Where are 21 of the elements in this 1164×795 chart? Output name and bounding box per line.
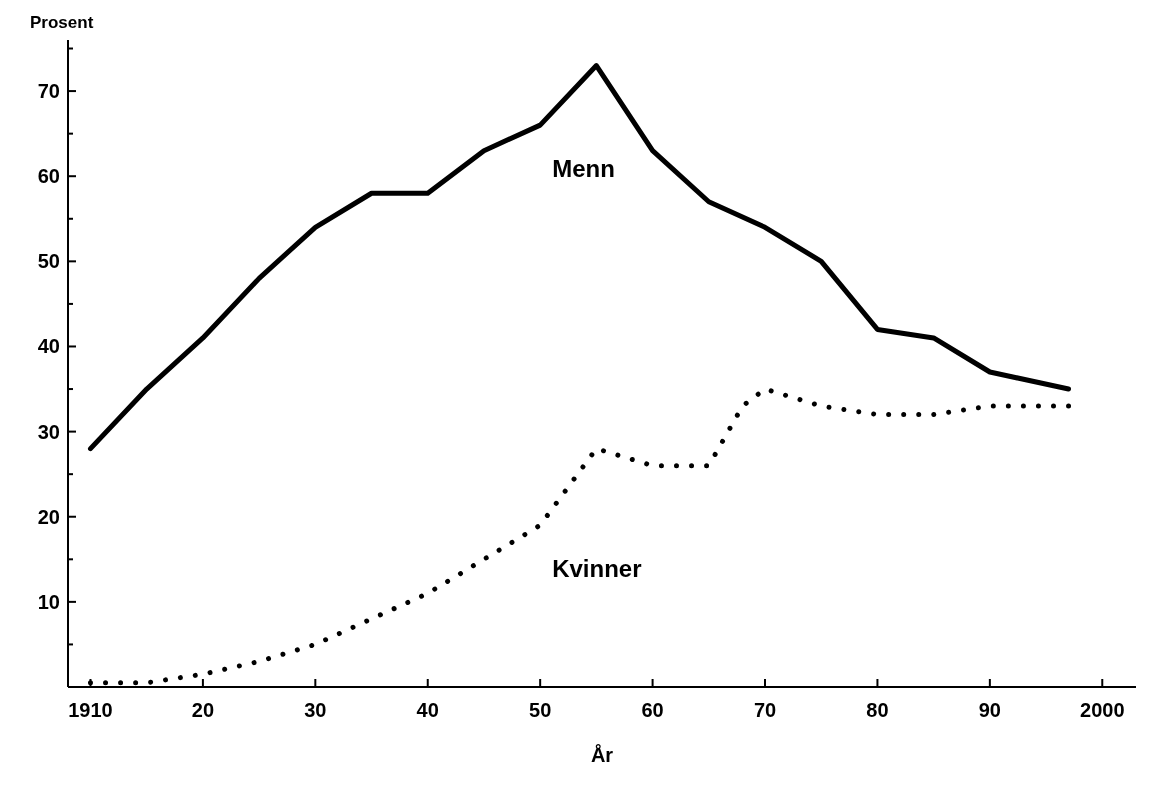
x-tick-label: 20 <box>191 699 215 721</box>
y-tick-label: 20 <box>37 505 60 528</box>
x-tick-label: 60 <box>641 699 664 721</box>
series-label: Kvinner <box>552 555 642 583</box>
x-axis-title: År <box>590 743 614 766</box>
x-tick-label: 90 <box>978 699 1001 721</box>
y-tick-label: 70 <box>37 80 60 103</box>
x-tick-label: 40 <box>416 699 439 721</box>
y-axis-title: Prosent <box>30 13 94 32</box>
y-tick-label: 60 <box>37 165 60 188</box>
x-tick-label: 2000 <box>1080 699 1125 721</box>
y-tick-label: 30 <box>37 420 60 443</box>
series-label: Menn <box>552 155 615 183</box>
y-tick-label: 40 <box>37 335 60 358</box>
x-tick-label: 1910 <box>68 699 113 721</box>
x-tick-label: 80 <box>866 699 889 721</box>
y-tick-label: 50 <box>37 250 60 273</box>
x-tick-label: 30 <box>304 699 327 721</box>
y-tick-label: 10 <box>37 590 60 613</box>
x-tick-label: 50 <box>529 699 552 721</box>
x-tick-label: 70 <box>753 699 777 721</box>
